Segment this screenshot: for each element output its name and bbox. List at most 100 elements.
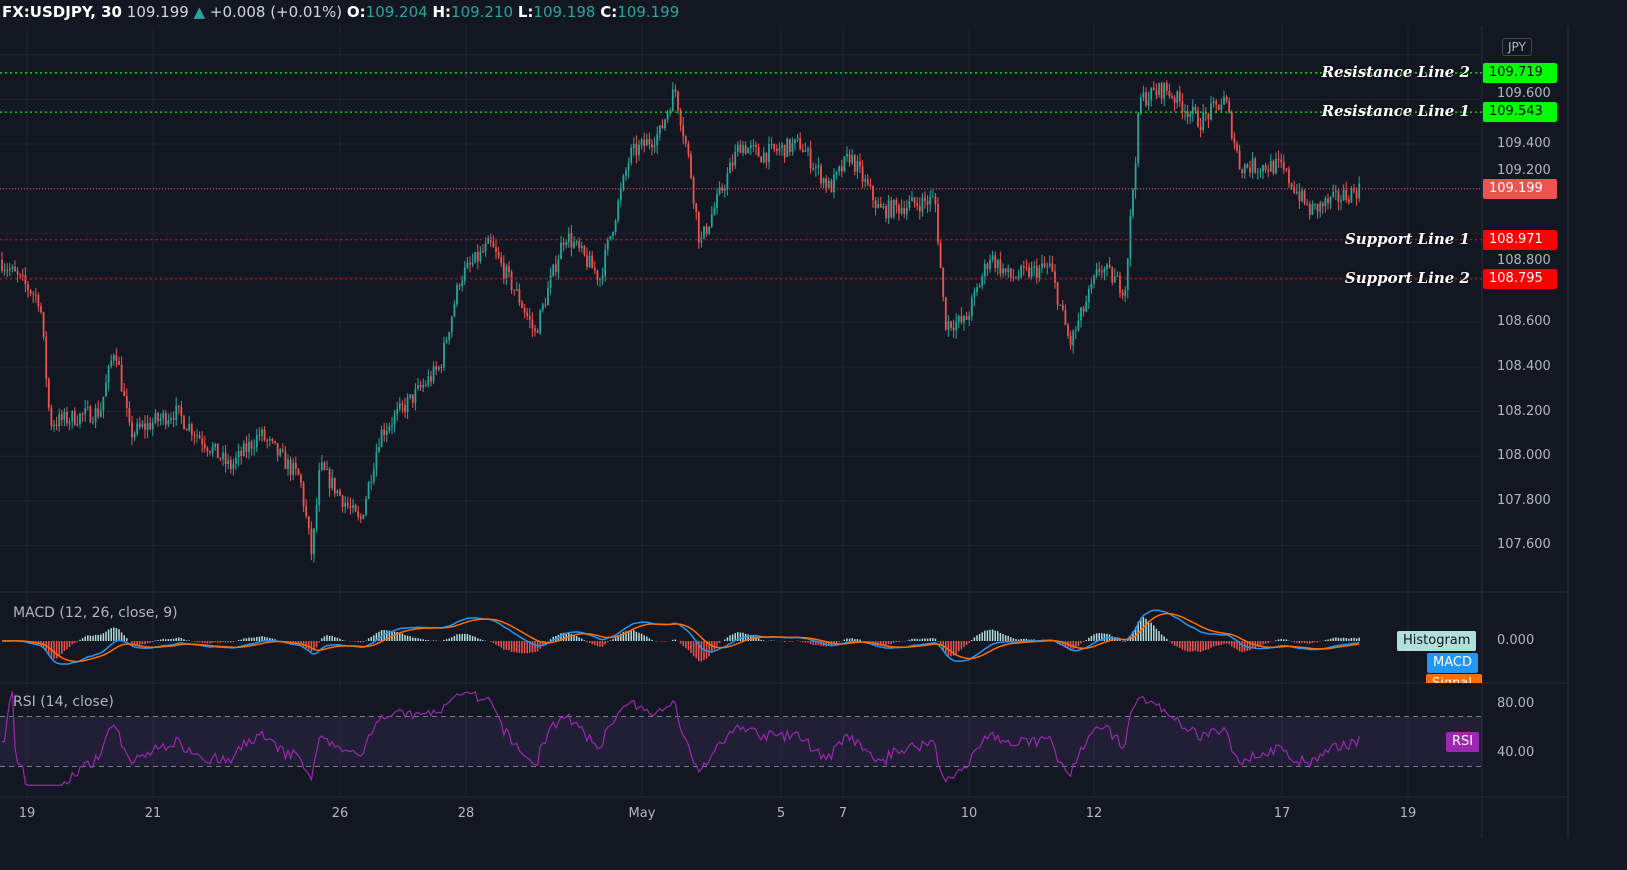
candle-body: [549, 275, 552, 288]
candle-body: [183, 416, 185, 429]
candle-body: [1334, 191, 1337, 193]
candle-body: [224, 452, 227, 465]
candle-body: [1158, 83, 1160, 95]
rsi-line: [2, 691, 1360, 786]
candle-body: [1321, 202, 1324, 207]
candle-body: [1259, 171, 1262, 173]
candle-body: [573, 242, 575, 248]
level-line-label: Resistance Line 2: [1321, 62, 1470, 81]
candle-body: [1298, 191, 1301, 202]
currency-button[interactable]: JPY: [1502, 38, 1532, 56]
candle-body: [684, 136, 687, 144]
candle-body: [474, 252, 477, 263]
candle-body: [521, 302, 523, 308]
candle-body: [1355, 190, 1358, 199]
candle-body: [37, 294, 40, 307]
candle-body: [1316, 203, 1319, 212]
candle-body: [898, 205, 900, 214]
candle-body: [976, 287, 978, 292]
candle-body: [1207, 113, 1210, 120]
candle-body: [388, 426, 391, 431]
candle-body: [1340, 200, 1342, 202]
time-axis-label: 5: [776, 806, 786, 821]
open-label: O:: [346, 3, 366, 21]
candle-body: [1108, 264, 1111, 268]
candle-body: [1251, 158, 1254, 173]
candle-body: [900, 208, 903, 214]
candle-body: [983, 264, 986, 277]
candle-body: [448, 332, 451, 341]
candle-body: [1022, 266, 1025, 268]
candle-body: [869, 184, 872, 187]
candle-body: [653, 145, 656, 148]
candle-body: [619, 188, 622, 201]
price-axis-label: 108.800: [1497, 252, 1551, 268]
candle-body: [58, 414, 61, 427]
candle-body: [812, 167, 815, 169]
candle-body: [1303, 190, 1306, 204]
level-line-label: Support Line 1: [1344, 229, 1470, 248]
candle-body: [996, 259, 999, 268]
time-axis-label: 10: [960, 806, 978, 821]
candle-body: [513, 289, 516, 291]
candle-body: [365, 498, 367, 515]
candle-body: [505, 266, 508, 279]
symbol-name[interactable]: FX:USDJPY, 30: [2, 3, 122, 21]
candle-body: [1080, 307, 1082, 321]
candle-body: [1113, 276, 1116, 283]
candle-body: [799, 138, 802, 150]
candle-body: [484, 243, 487, 252]
candle-body: [1061, 304, 1064, 311]
candle-body: [1020, 266, 1023, 277]
candle-body: [1106, 264, 1108, 269]
candle-body: [302, 482, 305, 507]
candle-body: [617, 200, 620, 221]
candle-body: [326, 469, 328, 471]
candle-body: [443, 342, 445, 368]
candle-body: [500, 257, 503, 263]
candle-body: [508, 266, 510, 272]
chart-canvas[interactable]: [0, 26, 1627, 870]
candle-body: [625, 170, 627, 176]
candle-body: [804, 150, 807, 152]
candle-body: [84, 408, 87, 414]
rsi-band: [0, 716, 1482, 767]
candle-body: [614, 220, 617, 232]
candle-body: [476, 252, 479, 262]
candle-body: [435, 366, 438, 370]
candle-body: [396, 409, 399, 415]
candle-body: [833, 174, 835, 193]
candle-body: [60, 414, 63, 420]
candle-body: [970, 297, 973, 316]
candle-body: [1002, 268, 1004, 274]
candle-body: [807, 148, 809, 151]
candle-body: [255, 435, 258, 448]
candle-body: [835, 171, 838, 175]
candle-body: [752, 145, 755, 147]
candle-body: [1199, 126, 1202, 130]
candle-body: [957, 316, 960, 322]
candle-body: [981, 276, 984, 287]
candle-body: [786, 138, 789, 157]
candle-body: [372, 469, 375, 483]
candle-body: [929, 197, 932, 205]
candle-body: [765, 152, 768, 163]
candle-body: [1204, 112, 1207, 114]
candle-body: [1301, 190, 1303, 202]
candle-body: [29, 290, 32, 294]
time-axis-label: 21: [144, 806, 162, 821]
symbol-header: FX:USDJPY, 30 109.199 ▲ +0.008 (+0.01%) …: [0, 0, 1627, 26]
candle-body: [830, 180, 833, 193]
candle-body: [1345, 190, 1348, 200]
candle-body: [1256, 171, 1259, 173]
candle-body: [1288, 169, 1290, 184]
candle-body: [913, 197, 916, 204]
candle-body: [749, 145, 752, 149]
candle-body: [45, 336, 48, 379]
candle-body: [1152, 87, 1155, 91]
candle-body: [339, 490, 341, 496]
candle-body: [1308, 203, 1311, 215]
candle-body: [856, 161, 859, 172]
candle-body: [853, 154, 856, 172]
candle-body: [1145, 92, 1147, 106]
